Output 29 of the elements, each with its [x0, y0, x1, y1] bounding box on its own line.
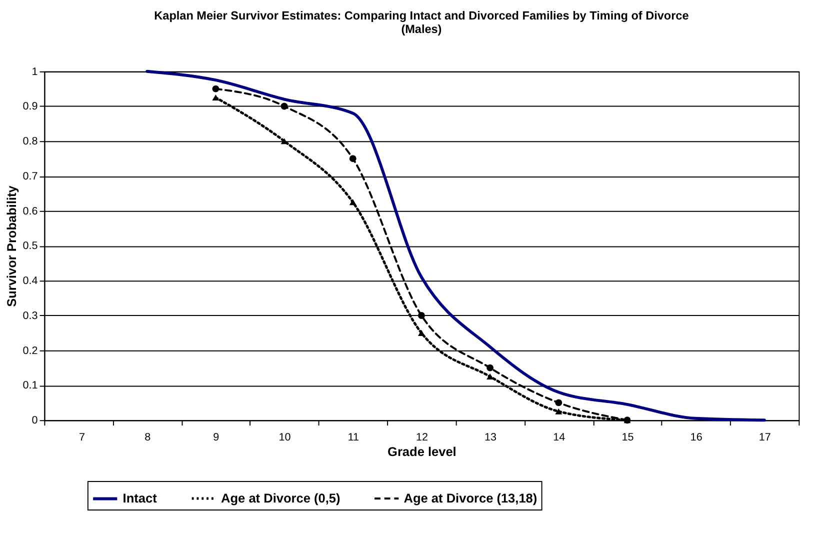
y-tick-label: 0.1 — [22, 380, 38, 392]
legend-label: Intact — [122, 490, 158, 506]
x-tick-label: 14 — [553, 431, 566, 444]
x-tick-label: 7 — [78, 431, 86, 444]
x-tick-label: 10 — [278, 431, 291, 444]
y-tick-label: 0.6 — [22, 205, 38, 218]
chart-title: Kaplan Meier Survivor Estimates: Comparing Intact and Divorced Families by Timing of Divorce (Males) — [154, 9, 690, 36]
x-tick-label: 8 — [144, 431, 151, 444]
y-tick-label: 0.7 — [22, 170, 38, 182]
x-tick-label: 9 — [213, 431, 220, 444]
x-tick-label: 13 — [484, 431, 497, 444]
y-tick-label: 0.4 — [22, 275, 38, 288]
x-tick-label: 12 — [416, 431, 428, 444]
x-axis-title: Grade level — [388, 444, 456, 459]
y-tick-label: 0.5 — [22, 240, 38, 252]
x-tick-label: 15 — [622, 431, 634, 444]
y-tick-label: 0 — [32, 414, 38, 427]
y-tick-label: 1 — [32, 66, 38, 78]
x-tick-label: 17 — [758, 431, 771, 444]
y-axis-title: Survivor Probability — [4, 184, 19, 307]
y-tick-label: 0.3 — [22, 310, 38, 322]
line-series — [146, 70, 766, 422]
y-tick-label: 0.2 — [22, 344, 38, 357]
y-tick-label: 0.8 — [22, 136, 38, 148]
y-tick-label: 0.9 — [22, 100, 38, 113]
x-tick-label: 16 — [690, 431, 702, 444]
x-tick-label: 11 — [348, 431, 359, 444]
legend-label: Age at Divorce (13,18) — [404, 490, 538, 506]
legend-label: Age at Divorce (0,5) — [221, 490, 340, 506]
